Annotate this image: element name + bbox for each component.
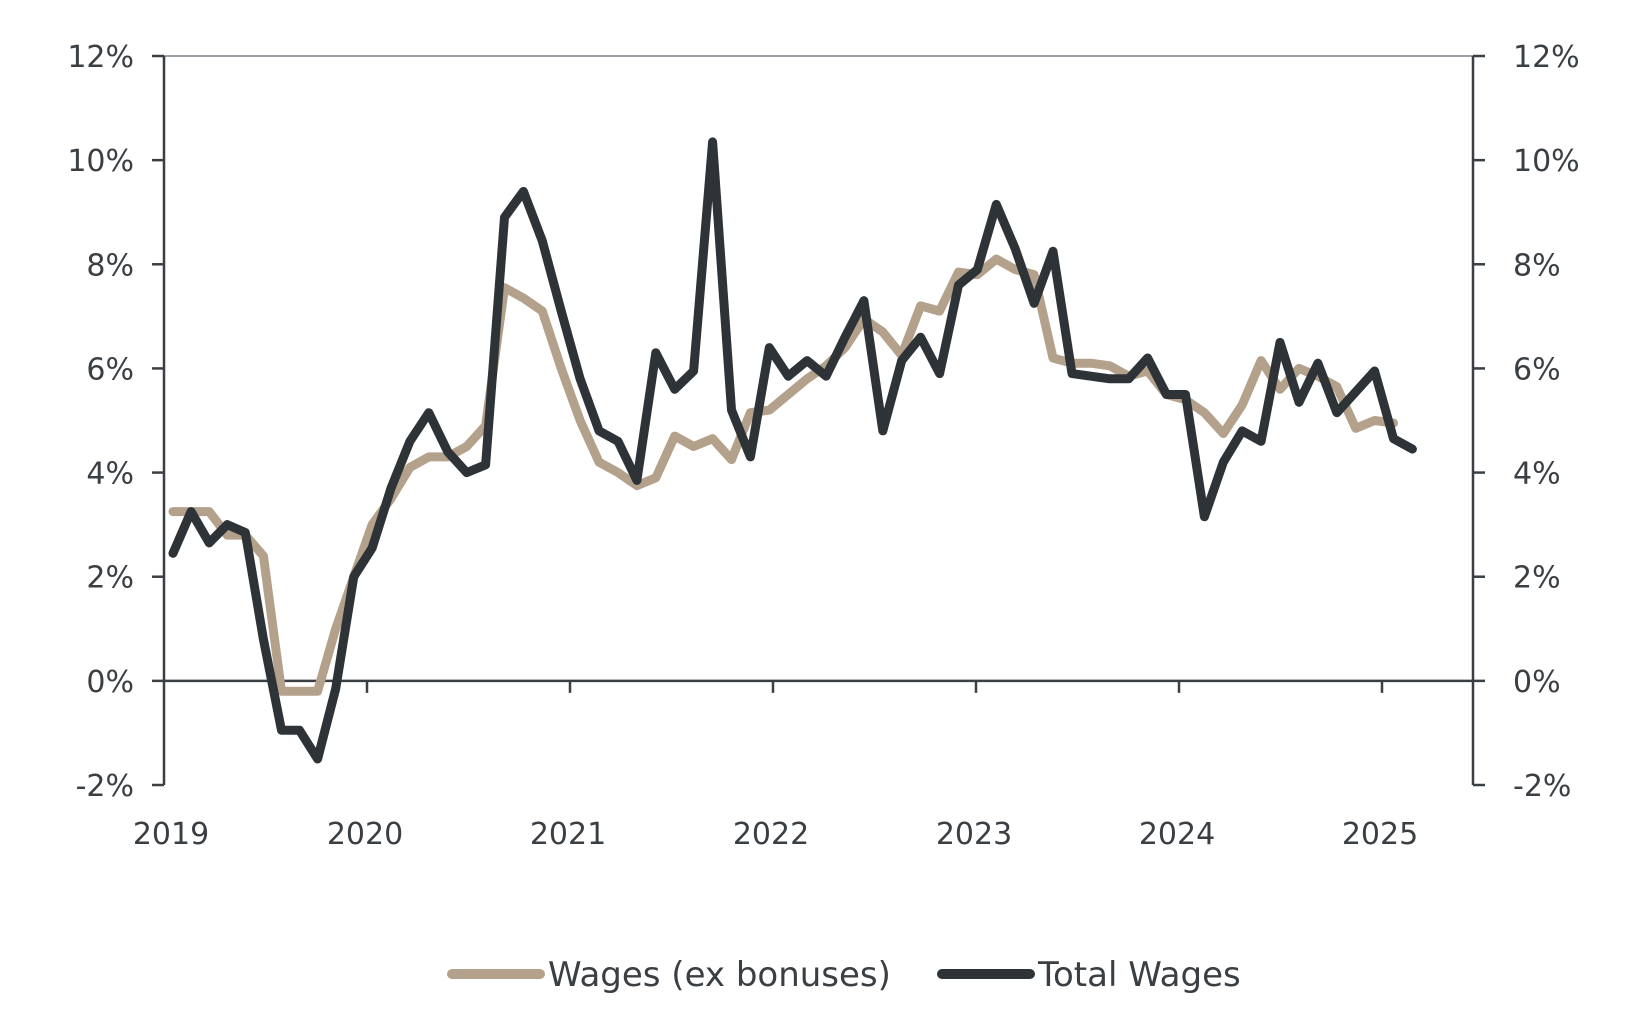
x-tick-label: 2022 bbox=[733, 817, 809, 852]
series-lines bbox=[168, 137, 1417, 764]
x-tick-label: 2020 bbox=[327, 817, 403, 852]
y-tick-label-left: 2% bbox=[86, 561, 134, 596]
x-tick-label: 2025 bbox=[1342, 817, 1418, 852]
ticks: -2% -2% 0% 0% 2% 2% 4% 4% 6% 6% 8% 8% 10% 10% 12% 12% 20… bbox=[67, 40, 1579, 852]
x-tick-label: 2024 bbox=[1139, 817, 1215, 852]
x-tick-label: 2023 bbox=[936, 817, 1012, 852]
y-tick-label-left: 8% bbox=[86, 248, 134, 283]
y-tick-label-right: -2% bbox=[1513, 769, 1571, 804]
y-tick-label-right: 4% bbox=[1513, 457, 1561, 492]
x-tick-label: 2021 bbox=[530, 817, 606, 852]
y-tick-label-left: 10% bbox=[67, 144, 134, 179]
legend-label: Total Wages bbox=[1037, 955, 1241, 995]
y-tick-label-left: 6% bbox=[86, 352, 134, 387]
axes bbox=[162, 55, 1475, 785]
y-tick-label-left: 0% bbox=[86, 665, 134, 700]
y-tick-label-left: 12% bbox=[67, 40, 134, 75]
legend: Wages (ex bonuses) Total Wages bbox=[447, 955, 1241, 995]
series-line-total-wages bbox=[168, 137, 1417, 764]
legend-label: Wages (ex bonuses) bbox=[548, 955, 891, 995]
series-line-wages-ex-bonuses bbox=[168, 254, 1398, 696]
y-tick-label-right: 8% bbox=[1513, 248, 1561, 283]
y-tick-label-right: 6% bbox=[1513, 352, 1561, 387]
y-tick-label-left: -2% bbox=[76, 769, 134, 804]
y-tick-label-right: 2% bbox=[1513, 561, 1561, 596]
y-tick-label-right: 12% bbox=[1513, 40, 1580, 75]
y-tick-label-right: 10% bbox=[1513, 144, 1580, 179]
y-tick-label-right: 0% bbox=[1513, 665, 1561, 700]
x-tick-label: 2019 bbox=[133, 817, 209, 852]
y-tick-label-left: 4% bbox=[86, 457, 134, 492]
